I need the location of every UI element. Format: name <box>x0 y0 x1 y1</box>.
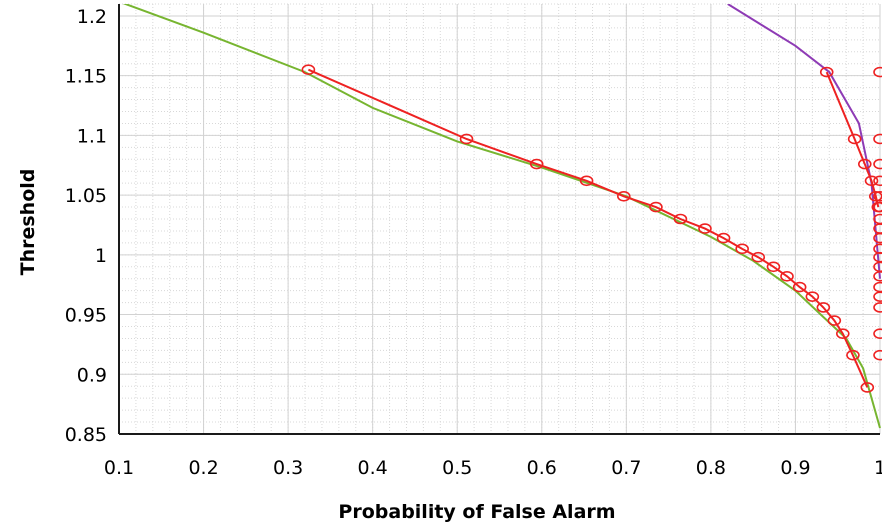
x-tick-label: 0.4 <box>358 457 388 479</box>
series-2-point <box>827 315 842 326</box>
series-2-point <box>766 261 781 273</box>
x-tick-label: 0.2 <box>188 457 218 479</box>
x-tick-label: 0.9 <box>780 457 810 479</box>
series-5-point <box>873 175 882 187</box>
y-tick-label: 0.95 <box>65 305 107 327</box>
series-4-point <box>864 175 879 187</box>
series-5-point <box>873 291 882 302</box>
y-tick-label: 1.1 <box>77 125 107 147</box>
series-5-point <box>873 232 882 244</box>
series-2-point <box>698 223 712 234</box>
series-2-point <box>835 328 850 339</box>
tick-labels: 0.1 0.2 0.3 0.4 0.5 0.6 0.7 0.8 0.9 1 0.85 0.9 0.95 1… <box>65 6 882 479</box>
series-4-point <box>819 66 834 78</box>
series-5-point <box>873 133 882 145</box>
x-tick-label: 0.1 <box>104 457 134 479</box>
series-2-point <box>751 251 766 263</box>
grid <box>118 3 881 435</box>
plot-series <box>122 4 882 429</box>
series-5-point <box>873 201 882 213</box>
series-1-line <box>122 4 881 429</box>
series-2-point <box>816 302 831 313</box>
series-2-point <box>673 213 688 225</box>
series-2-point <box>579 175 594 187</box>
series-2-point <box>301 64 316 75</box>
series-5-point <box>873 271 882 282</box>
y-axis-title: Threshold <box>17 169 39 276</box>
series-2-point <box>716 232 731 244</box>
x-axis-title: Probability of False Alarm <box>338 501 615 523</box>
series-2-point <box>846 349 860 361</box>
y-tick-label: 0.9 <box>77 364 107 386</box>
y-tick-label: 1.05 <box>65 185 107 207</box>
series-2-point <box>735 243 749 255</box>
series-5-point <box>873 66 882 78</box>
series-4-line <box>825 71 880 208</box>
series-5-point <box>873 328 882 339</box>
series-2-point <box>792 281 807 293</box>
series-4-point <box>847 133 862 145</box>
y-tick-label: 0.85 <box>65 424 107 446</box>
y-tick-label: 1 <box>95 245 107 267</box>
series-2-point <box>805 291 820 302</box>
x-tick-label: 0.8 <box>696 457 726 479</box>
series-2-point <box>860 382 875 393</box>
series-2-point <box>649 201 663 213</box>
series-5-point <box>873 158 882 170</box>
series-5-point <box>873 349 882 361</box>
y-tick-label: 1.2 <box>77 6 107 28</box>
x-tick-label: 0.6 <box>527 457 557 479</box>
x-tick-label: 0.7 <box>611 457 641 479</box>
x-tick-label: 0.3 <box>273 457 303 479</box>
series-2-point <box>529 158 544 170</box>
series-5-point <box>873 191 882 202</box>
x-tick-label: 0.5 <box>442 457 472 479</box>
axes <box>118 4 880 435</box>
series-3-line <box>727 4 881 279</box>
x-tick-label: 1 <box>874 457 882 479</box>
series-2-point <box>780 271 794 282</box>
series-2-point <box>616 191 631 202</box>
series-5-point <box>873 302 882 313</box>
series-4-point <box>857 158 872 170</box>
series-2-line <box>307 68 869 388</box>
series-2-point <box>459 133 474 145</box>
y-tick-label: 1.15 <box>65 66 107 88</box>
